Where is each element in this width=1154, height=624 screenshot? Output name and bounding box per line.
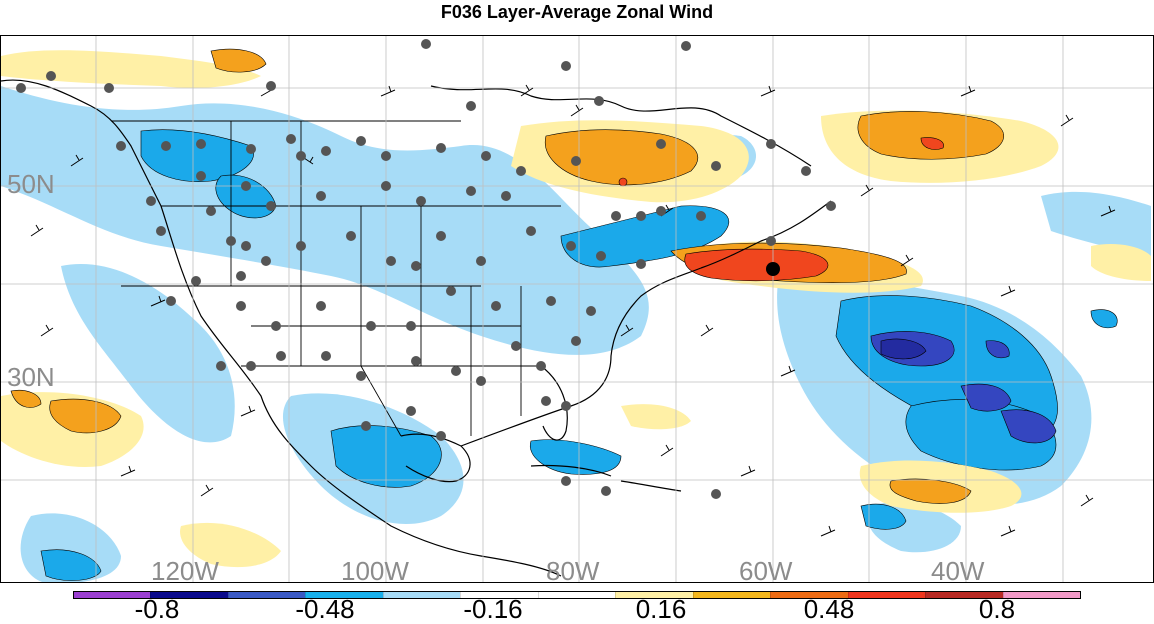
colorbar-tick-label: 0.8 <box>978 594 1016 624</box>
lon-label-120w: 120W <box>151 556 219 583</box>
colorbar-segment <box>537 592 616 598</box>
map-canvas <box>1 36 1153 582</box>
colorbar-segment <box>1002 592 1081 598</box>
colorbar-tick-label: -0.48 <box>295 594 355 624</box>
highlighted-station-marker <box>766 262 780 276</box>
coastlines <box>1 79 832 577</box>
strong-positive-regions <box>618 137 944 282</box>
colorbar-segment <box>692 592 771 598</box>
color-legend-bar <box>73 591 1081 599</box>
colorbar-segment <box>305 592 383 598</box>
lon-label-60w: 60W <box>739 556 793 583</box>
strongest-negative-regions <box>880 338 927 360</box>
station-dots <box>16 39 836 499</box>
weather-map[interactable]: 50N 30N 120W 100W 80W 60W 40W <box>0 35 1154 583</box>
colorbar-segment <box>74 592 151 598</box>
colorbar-segment <box>615 592 693 598</box>
colorbar-segment <box>382 592 461 598</box>
lat-label-50n: 50N <box>7 169 55 199</box>
colorbar-tick-label: 0.16 <box>635 594 687 624</box>
colorbar-tick-label: 0.48 <box>803 594 855 624</box>
lat-label-30n: 30N <box>7 362 55 392</box>
colorbar-segment <box>460 592 538 598</box>
lon-label-80w: 80W <box>546 556 600 583</box>
colorbar-tick-label: -0.16 <box>463 594 523 624</box>
lat-lon-grid <box>1 36 1153 582</box>
colorbar-segment <box>150 592 228 598</box>
colorbar-segment <box>770 592 848 598</box>
colorbar-segment <box>847 592 926 598</box>
colorbar-segment <box>227 592 306 598</box>
lon-label-100w: 100W <box>341 556 409 583</box>
lon-label-40w: 40W <box>931 556 985 583</box>
colorbar-segment <box>925 592 1003 598</box>
colorbar-tick-label: -0.8 <box>134 594 180 624</box>
map-title: F036 Layer-Average Zonal Wind <box>440 2 714 22</box>
